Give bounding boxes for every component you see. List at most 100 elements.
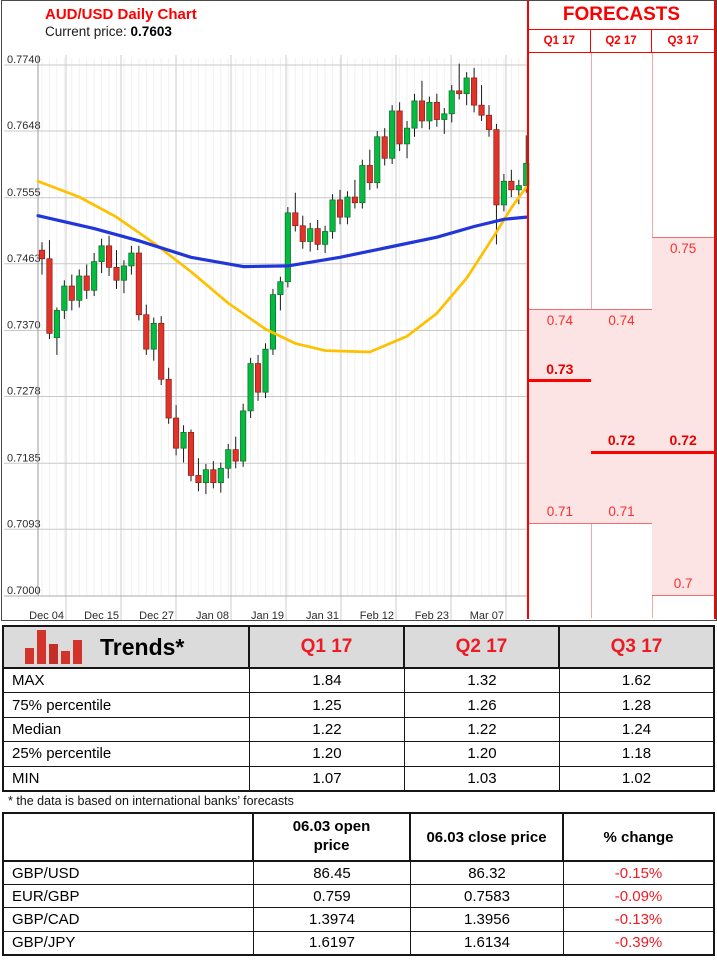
trends-col-q3: Q3 17: [610, 636, 663, 657]
candle-down: [351, 196, 358, 204]
trends-cell: 1.84: [250, 669, 405, 693]
candle-up: [53, 310, 60, 339]
price-open-value: 1.6197: [254, 931, 411, 954]
price-row: EUR/GBP 0.759 0.7583 -0.09%: [4, 885, 713, 909]
price-open-value: 1.3974: [254, 908, 411, 931]
trends-cell: 1.20: [250, 742, 405, 766]
forecast-quarter-header: Q1 17 Q2 17 Q3 17: [529, 30, 714, 53]
candle-down: [485, 114, 493, 130]
forecasts-title: FORECASTS: [529, 1, 714, 30]
forecast-panel: FORECASTS Q1 17 Q2 17 Q3 17 0.74 0.73 0.71…: [527, 1, 716, 619]
price-pair-label: GBP/JPY: [4, 931, 254, 954]
candle-up: [262, 348, 269, 393]
y-axis-label: 0.7185: [7, 452, 41, 464]
candle-up: [329, 199, 336, 232]
trends-cell: 1.22: [405, 717, 560, 742]
forecast-median-label: 0.73: [546, 360, 574, 377]
candle-down: [195, 475, 202, 483]
candle-down: [173, 417, 180, 449]
x-axis-label: Dec 27: [139, 610, 174, 621]
price-row: GBP/USD 86.45 86.32 -0.15%: [4, 862, 713, 886]
trends-cell: 1.20: [405, 742, 560, 766]
trends-title: Trends*: [100, 633, 185, 660]
candlestick-chart: 0.7740 0.7648 0.7555 0.7463 0.7370 0.7278 0.71…: [4, 54, 530, 621]
forecast-range-box: [529, 308, 591, 525]
x-axis-labels: Dec 04 Dec 15 Dec 27 Jan 08 Jan 19 Jan 31 Feb …: [29, 610, 504, 621]
price-close-value: 1.3956: [411, 908, 564, 931]
x-axis-label: Jan 31: [306, 610, 339, 621]
forecast-median-line: [529, 379, 591, 383]
candle-down: [478, 104, 485, 116]
trends-cell: 1.02: [621, 769, 652, 787]
price-close-value: 0.7583: [411, 885, 564, 908]
y-axis-label: 0.7648: [7, 120, 41, 132]
date-gridlines: [65, 55, 507, 620]
candle-down: [396, 110, 403, 145]
trends-title-cell: Trends*: [4, 627, 250, 667]
price-table-header: 06.03 open price 06.03 close price % cha…: [4, 814, 713, 862]
price-row: GBP/JPY 1.6197 1.6134 -0.39%: [4, 931, 713, 954]
trends-row-label: 75% percentile: [4, 693, 250, 717]
candle-down: [187, 432, 195, 476]
candle-up: [120, 265, 128, 281]
x-axis-label: Jan 19: [251, 610, 284, 621]
candle-up: [307, 228, 314, 242]
candle-up: [426, 101, 433, 122]
forecast-quarter-q1: Q1 17: [529, 30, 591, 52]
trends-header-row: Trends* Q1 17 Q2 17 Q3 17: [4, 627, 713, 669]
forecast-quarter-q2: Q2 17: [591, 30, 653, 52]
trends-row-label: MIN: [4, 766, 250, 790]
candle-up: [61, 285, 68, 311]
x-axis-label: Feb 23: [415, 610, 449, 621]
price-pair-label: GBP/USD: [4, 862, 254, 885]
forecast-low-label: 0.71: [608, 504, 635, 520]
price-change-value: -0.39%: [614, 934, 663, 952]
current-price: Current price: 0.7603: [45, 24, 172, 39]
candle-up: [150, 322, 157, 350]
candle-down: [232, 449, 239, 462]
candle-down: [292, 212, 299, 227]
current-price-value: 0.7603: [130, 24, 172, 39]
candle-up: [448, 90, 455, 115]
candle-up: [374, 136, 381, 184]
forecast-median-label: 0.72: [669, 432, 697, 449]
price-col-pair: [4, 814, 254, 860]
ma-fast-line: [36, 179, 528, 354]
candle-down: [381, 136, 388, 159]
candle-down: [113, 267, 120, 281]
candle-up: [277, 281, 284, 295]
price-col-change: % change: [603, 828, 674, 846]
candle-down: [46, 258, 53, 334]
trends-cell: 1.32: [405, 669, 560, 693]
candle-down: [158, 322, 165, 380]
forecast-low-label: 0.71: [546, 504, 573, 520]
trends-table: Trends* Q1 17 Q2 17 Q3 17 MAX 1.84 1.32 1.6…: [2, 625, 715, 792]
price-open-value: 86.45: [254, 862, 411, 885]
price-change-value: -0.13%: [614, 910, 663, 928]
candle-down: [456, 90, 463, 95]
candle-down: [366, 165, 373, 184]
chart-title: AUD/USD Daily Chart: [45, 6, 197, 23]
forecast-median-label: 0.72: [607, 432, 636, 449]
candle-up: [91, 261, 98, 291]
trends-cell: 1.18: [621, 745, 652, 763]
candle-up: [322, 231, 329, 245]
forecast-high-label: 0.74: [546, 312, 573, 328]
trends-cell: 1.03: [405, 766, 560, 790]
forecast-range-box: [652, 237, 714, 596]
trends-row-label: 25% percentile: [4, 742, 250, 766]
forecast-median-line: [590, 450, 653, 454]
y-axis-label: 0.7093: [7, 518, 41, 530]
candle-down: [210, 469, 217, 483]
candle-down: [83, 275, 90, 291]
candle-up: [515, 185, 522, 191]
x-axis-label: Dec 15: [84, 610, 119, 621]
candle-up: [240, 410, 247, 462]
candle-up: [247, 363, 254, 412]
candle-up: [269, 294, 277, 350]
candle-down: [336, 199, 344, 218]
forecast-range-box: [590, 308, 653, 525]
candle-up: [98, 245, 105, 262]
candle-down: [165, 378, 172, 419]
